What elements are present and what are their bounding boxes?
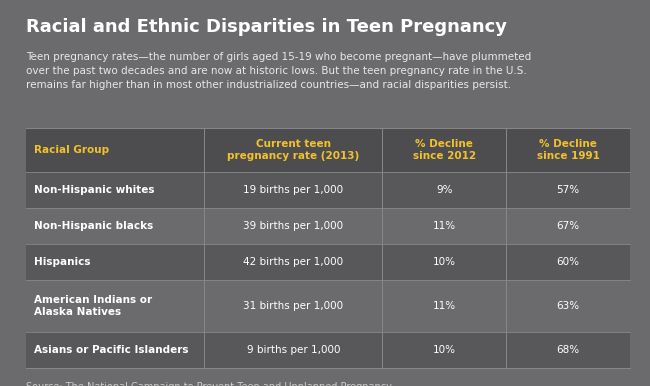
Text: 10%: 10% xyxy=(433,257,456,267)
Text: 11%: 11% xyxy=(433,221,456,231)
Text: 10%: 10% xyxy=(433,345,456,355)
Text: 11%: 11% xyxy=(433,301,456,311)
Text: 68%: 68% xyxy=(556,345,580,355)
Text: Source: The National Campaign to Prevent Teen and Unplanned Pregnancy: Source: The National Campaign to Prevent… xyxy=(26,382,392,386)
Text: Current teen
pregnancy rate (2013): Current teen pregnancy rate (2013) xyxy=(227,139,359,161)
Text: 60%: 60% xyxy=(556,257,580,267)
Text: Non-Hispanic blacks: Non-Hispanic blacks xyxy=(34,221,153,231)
Text: American Indians or
Alaska Natives: American Indians or Alaska Natives xyxy=(34,295,152,317)
Text: 39 births per 1,000: 39 births per 1,000 xyxy=(243,221,343,231)
Text: 9%: 9% xyxy=(436,185,452,195)
Text: 57%: 57% xyxy=(556,185,580,195)
Bar xyxy=(26,280,630,332)
Text: Racial Group: Racial Group xyxy=(34,145,109,155)
Text: 63%: 63% xyxy=(556,301,580,311)
Text: Non-Hispanic whites: Non-Hispanic whites xyxy=(34,185,155,195)
Text: 67%: 67% xyxy=(556,221,580,231)
Text: Racial and Ethnic Disparities in Teen Pregnancy: Racial and Ethnic Disparities in Teen Pr… xyxy=(26,18,507,36)
Bar xyxy=(26,332,630,368)
Bar xyxy=(26,172,630,208)
Text: 31 births per 1,000: 31 births per 1,000 xyxy=(243,301,343,311)
Text: % Decline
since 2012: % Decline since 2012 xyxy=(413,139,476,161)
Bar xyxy=(26,244,630,280)
Text: Asians or Pacific Islanders: Asians or Pacific Islanders xyxy=(34,345,188,355)
Text: 19 births per 1,000: 19 births per 1,000 xyxy=(243,185,343,195)
Bar xyxy=(26,128,630,172)
Text: Teen pregnancy rates—the number of girls aged 15-19 who become pregnant—have plu: Teen pregnancy rates—the number of girls… xyxy=(26,52,531,90)
Bar xyxy=(26,208,630,244)
Text: 42 births per 1,000: 42 births per 1,000 xyxy=(243,257,343,267)
Text: Hispanics: Hispanics xyxy=(34,257,90,267)
Text: % Decline
since 1991: % Decline since 1991 xyxy=(537,139,599,161)
Text: 9 births per 1,000: 9 births per 1,000 xyxy=(246,345,340,355)
